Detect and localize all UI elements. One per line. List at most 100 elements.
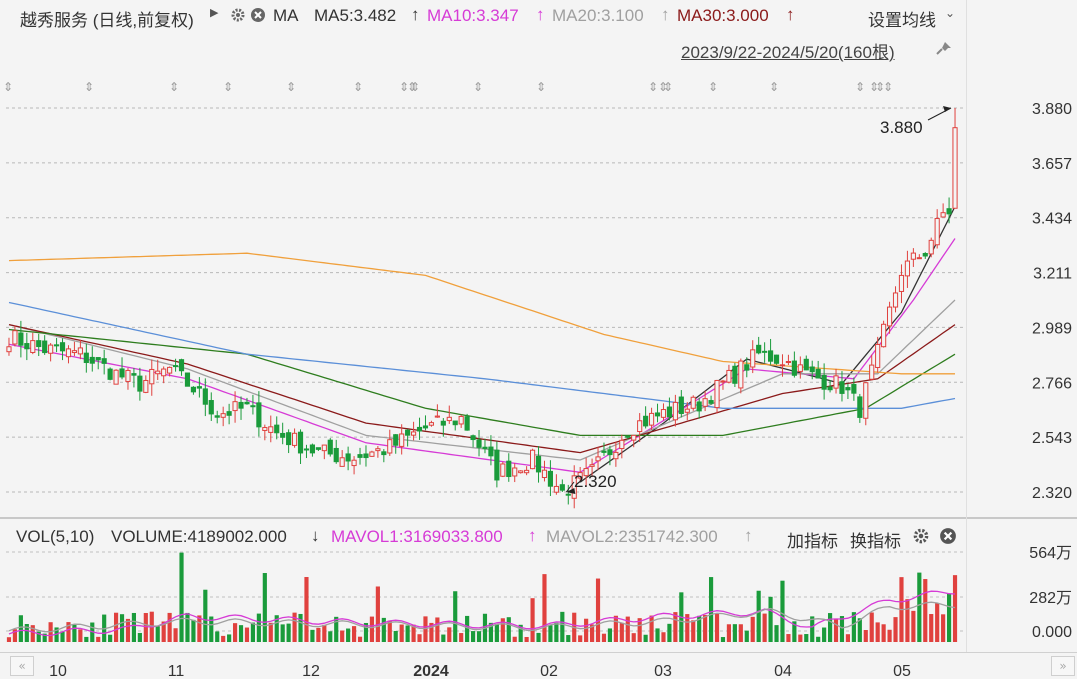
volume-bar bbox=[667, 623, 672, 642]
volume-bar bbox=[346, 628, 351, 642]
switch-indicator-button[interactable]: 换指标 bbox=[850, 532, 901, 551]
volume-bar bbox=[595, 578, 601, 642]
volume-bar bbox=[697, 615, 702, 642]
volume-bar bbox=[268, 622, 273, 642]
candle-body bbox=[607, 449, 613, 456]
candle-body bbox=[470, 435, 476, 441]
volume-bar bbox=[465, 615, 470, 642]
volume-bar bbox=[250, 622, 256, 642]
candle-body bbox=[339, 457, 345, 467]
volume-bar bbox=[363, 622, 369, 642]
event-marker-icon: ⇕ bbox=[410, 80, 420, 94]
candle-body bbox=[202, 388, 208, 405]
x-tick-label: 05 bbox=[893, 663, 911, 679]
x-tick-label: 2024 bbox=[413, 663, 449, 679]
gear-icon[interactable] bbox=[230, 7, 246, 28]
triangle-right-icon[interactable]: ▶ bbox=[210, 6, 219, 19]
volume-bar bbox=[833, 618, 839, 642]
candle-body bbox=[476, 439, 482, 448]
candle-body bbox=[208, 400, 214, 415]
chevron-down-icon[interactable]: ⌄ bbox=[945, 6, 956, 20]
ma20-value: MA20:3.100 bbox=[552, 6, 644, 25]
candle-body bbox=[30, 340, 36, 353]
candle-body bbox=[506, 460, 512, 478]
high-arrowhead bbox=[943, 106, 952, 112]
volume-bar bbox=[6, 637, 12, 642]
candle-body bbox=[59, 342, 66, 352]
candle-body bbox=[131, 373, 137, 376]
volume-bar bbox=[530, 598, 535, 642]
volume-bar bbox=[137, 632, 142, 642]
candle-body bbox=[690, 396, 696, 409]
scroll-left-button[interactable]: « bbox=[10, 656, 34, 676]
volume-bar bbox=[917, 572, 922, 642]
candle-body bbox=[577, 472, 583, 479]
volume-bar bbox=[542, 574, 547, 642]
candle-body bbox=[488, 446, 494, 457]
candle-body bbox=[434, 415, 440, 418]
vol-gear-icon[interactable] bbox=[912, 527, 930, 550]
volume-bar bbox=[375, 586, 380, 642]
volume-bar bbox=[708, 577, 714, 642]
candle-body bbox=[904, 260, 911, 277]
y-axis-border bbox=[966, 0, 967, 652]
candle-body bbox=[274, 424, 280, 434]
event-marker-icon: ⇕ bbox=[708, 80, 718, 94]
ma10-value: MA10:3.347 bbox=[427, 6, 519, 25]
candle-body bbox=[375, 448, 381, 452]
candle-body bbox=[119, 368, 125, 378]
candle-body bbox=[851, 383, 857, 394]
candle-body bbox=[232, 401, 238, 412]
candle-body bbox=[345, 453, 351, 462]
volume-bar bbox=[238, 625, 244, 642]
y-tick-label: 2.320 bbox=[1032, 485, 1072, 502]
volume-bar bbox=[720, 637, 726, 642]
volume-bar bbox=[84, 636, 89, 642]
volume-bar bbox=[18, 615, 23, 642]
event-marker-icon: ⇕ bbox=[399, 80, 409, 94]
volume-bar bbox=[655, 628, 660, 642]
candle-body bbox=[410, 431, 417, 436]
candle-body bbox=[190, 386, 197, 393]
volume-bar bbox=[143, 613, 148, 642]
candle-body bbox=[452, 420, 458, 426]
volume-bar bbox=[209, 616, 214, 642]
close-icon[interactable] bbox=[250, 7, 266, 28]
volume-bar bbox=[24, 624, 29, 642]
ma-settings-button[interactable]: 设置均线 bbox=[868, 11, 936, 30]
y-tick-label: 2.989 bbox=[1032, 320, 1072, 337]
volume-bar bbox=[703, 614, 708, 642]
high-price-label: 3.880 bbox=[880, 118, 923, 137]
volume-bar bbox=[506, 617, 511, 642]
volume-bar bbox=[78, 629, 83, 642]
ma5-up-arrow-icon: ↑ bbox=[411, 5, 420, 24]
add-indicator-button[interactable]: 加指标 bbox=[787, 532, 838, 551]
pin-icon[interactable] bbox=[935, 40, 953, 61]
volume-bar bbox=[417, 634, 422, 642]
ma120-line bbox=[8, 301, 956, 409]
volume-bar bbox=[613, 615, 618, 642]
candle-body bbox=[24, 343, 30, 350]
volume-bar bbox=[191, 619, 196, 642]
volume-bar bbox=[804, 634, 809, 642]
scroll-right-button[interactable]: » bbox=[1051, 656, 1075, 676]
volume-bar bbox=[244, 627, 250, 642]
event-marker-icon: ⇕ bbox=[536, 80, 546, 94]
candle-body bbox=[357, 454, 363, 458]
y-axis-ticks: 3.880 3.657 3.434 3.211 2.989 2.766 2.543 2.320… bbox=[1029, 101, 1072, 641]
candle-body bbox=[238, 401, 244, 409]
volume-bar bbox=[262, 573, 267, 642]
candle-body bbox=[369, 451, 375, 457]
date-range: 2023/9/22-2024/5/20(160根) bbox=[681, 43, 895, 62]
candle-body bbox=[18, 332, 24, 346]
event-marker-icon: ⇕ bbox=[407, 80, 417, 94]
vol-close-icon[interactable] bbox=[939, 527, 957, 550]
volume-ma-lines bbox=[8, 590, 956, 637]
volume-bar bbox=[851, 612, 856, 642]
candle-body bbox=[53, 344, 60, 347]
moving-average-lines bbox=[8, 206, 956, 483]
event-marker-icon: ⇕ bbox=[3, 80, 13, 94]
volume-bar bbox=[631, 633, 636, 642]
candle-body bbox=[803, 358, 809, 371]
candle-body bbox=[440, 420, 446, 426]
